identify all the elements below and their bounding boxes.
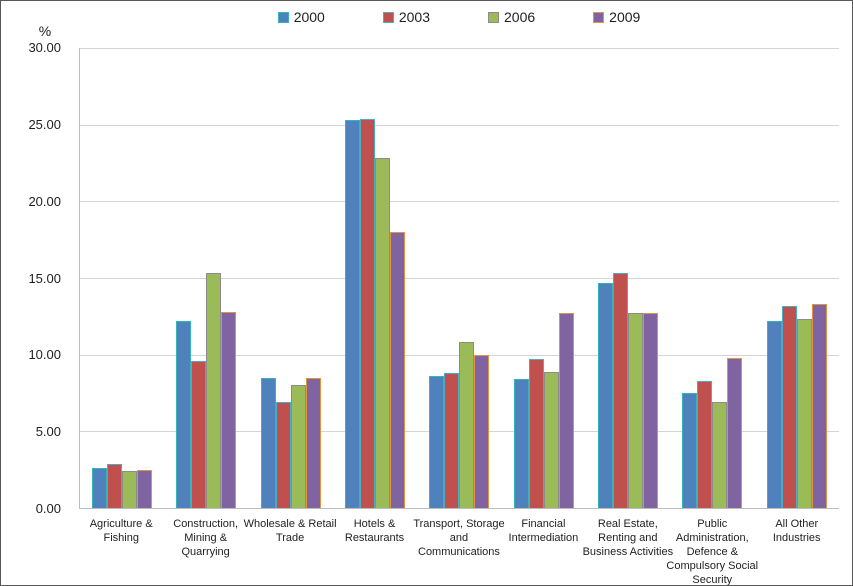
bar-group-all-other-industries [755, 48, 839, 508]
bar-2009-all-other-industries [811, 304, 827, 508]
x-axis-category-labels: Agriculture & Fishing Construction, Minin… [79, 517, 839, 585]
y-axis-unit-label: % [38, 23, 52, 39]
bar-2000-real-estate-renting-and-business-activities [598, 282, 614, 508]
bar-2003-transport-storage-and-communications [444, 373, 460, 508]
bar-2000-wholesale-retail-trade [260, 377, 276, 508]
y-tick-label-20.00: 20.00 [28, 193, 61, 209]
y-tick-label-0.00: 0.00 [35, 501, 61, 516]
bar-2006-real-estate-renting-and-business-activities [628, 313, 644, 508]
x-label-text-all-other-industries: All Other Industries [772, 518, 821, 545]
legend-item-2006: 2006 [488, 9, 535, 25]
bar-2009-construction-mining-quarrying [221, 311, 237, 508]
bar-2009-wholesale-retail-trade [305, 377, 321, 508]
x-label-text-transport-storage-and-communications: Transport, Storage and Communications [413, 518, 505, 559]
bar-2003-agriculture-fishing [107, 463, 123, 508]
y-axis-tick-labels: 0.00 5.00 10.00 15.00 20.00 25.00 30.00 [1, 41, 69, 516]
bar-2003-wholesale-retail-trade [275, 402, 291, 508]
bar-2000-construction-mining-quarrying [176, 320, 192, 508]
gridline-30 [80, 48, 839, 49]
legend: 2000 2003 2006 2009 [79, 9, 839, 25]
bar-2006-hotels-restaurants [375, 158, 391, 508]
x-label-text-construction-mining-quarrying: Construction, Mining & Quarrying [173, 518, 239, 559]
x-label-construction-mining-quarrying: Construction, Mining & Quarrying [163, 517, 247, 585]
bar-group-agriculture-fishing [80, 48, 164, 508]
x-label-text-wholesale-retail-trade: Wholesale & Retail Trade [243, 518, 337, 545]
y-tick-label-30.00: 30.00 [28, 40, 61, 55]
x-label-public-administration-defence-compulsory-social-security: Public Administration, Defence & Compuls… [666, 517, 758, 585]
bar-2009-real-estate-renting-and-business-activities [643, 313, 659, 508]
y-tick-label-25.00: 25.00 [28, 116, 61, 132]
x-label-text-real-estate-renting-and-business-activities: Real Estate, Renting and Business Activi… [582, 518, 674, 559]
x-label-text-financial-intermediation: Financial Intermediation [508, 518, 579, 545]
bar-2000-all-other-industries [766, 320, 782, 508]
bar-2003-public-administration-defence-compulsory-social-security [697, 380, 713, 508]
bar-2009-financial-intermediation [558, 313, 574, 508]
legend-swatch-2006 [488, 11, 499, 23]
bar-group-construction-mining-quarrying [164, 48, 248, 508]
bar-2003-financial-intermediation [528, 359, 544, 508]
legend-item-2000: 2000 [277, 9, 325, 25]
legend-label-2000: 2000 [293, 9, 325, 25]
bar-2003-all-other-industries [781, 305, 797, 508]
bar-group-financial-intermediation [502, 48, 586, 508]
plot-area [79, 48, 839, 509]
bar-2009-public-administration-defence-compulsory-social-security [727, 357, 743, 508]
legend-item-2009: 2009 [593, 9, 640, 25]
bar-2003-construction-mining-quarrying [191, 360, 207, 508]
bar-2006-wholesale-retail-trade [290, 385, 306, 508]
x-label-text-public-administration-defence-compulsory-social-security: Public Administration, Defence & Compuls… [666, 518, 759, 586]
bar-groups [80, 48, 839, 508]
bar-2006-construction-mining-quarrying [206, 273, 222, 508]
x-label-wholesale-retail-trade: Wholesale & Retail Trade [244, 517, 337, 585]
bar-2000-agriculture-fishing [92, 468, 108, 508]
x-label-transport-storage-and-communications: Transport, Storage and Communications [413, 517, 504, 585]
bar-2003-hotels-restaurants [360, 118, 376, 508]
bar-2009-transport-storage-and-communications [474, 354, 490, 508]
bar-group-real-estate-renting-and-business-activities [586, 48, 670, 508]
x-label-hotels-restaurants: Hotels & Restaurants [332, 517, 416, 585]
bar-2006-financial-intermediation [543, 371, 559, 508]
bar-2000-public-administration-defence-compulsory-social-security [682, 393, 698, 508]
bar-2000-hotels-restaurants [345, 120, 361, 508]
bar-group-wholesale-retail-trade [249, 48, 333, 508]
legend-label-2006: 2006 [504, 9, 536, 25]
x-label-financial-intermediation: Financial Intermediation [501, 517, 585, 585]
legend-swatch-2003 [382, 11, 394, 23]
x-label-all-other-industries: All Other Industries [755, 517, 839, 585]
bar-2009-hotels-restaurants [390, 232, 406, 508]
y-tick-label-5.00: 5.00 [35, 424, 61, 440]
legend-swatch-2009 [593, 11, 605, 23]
x-label-agriculture-fishing: Agriculture & Fishing [79, 517, 163, 585]
bar-2009-agriculture-fishing [137, 469, 153, 508]
bar-2006-public-administration-defence-compulsory-social-security [712, 402, 728, 508]
legend-label-2003: 2003 [398, 9, 430, 25]
bar-group-hotels-restaurants [333, 48, 417, 508]
gridline-25 [80, 124, 839, 126]
x-label-text-agriculture-fishing: Agriculture & Fishing [89, 518, 153, 545]
gridline-20 [80, 201, 839, 203]
bar-group-transport-storage-and-communications [417, 48, 501, 508]
gridline-15 [80, 278, 839, 279]
legend-item-2003: 2003 [382, 9, 430, 25]
x-label-real-estate-renting-and-business-activities: Real Estate, Renting and Business Activi… [583, 517, 673, 585]
bar-2000-transport-storage-and-communications [429, 376, 445, 508]
bar-2000-financial-intermediation [513, 379, 529, 508]
y-tick-label-10.00: 10.00 [28, 347, 61, 363]
bar-group-public-administration-defence-compulsory-social-security [670, 48, 754, 508]
y-tick-label-15.00: 15.00 [28, 270, 61, 286]
bar-2003-real-estate-renting-and-business-activities [613, 273, 629, 508]
bar-2006-agriculture-fishing [122, 471, 138, 508]
legend-label-2009: 2009 [609, 9, 641, 25]
bar-2006-all-other-industries [796, 319, 812, 508]
bar-2006-transport-storage-and-communications [459, 342, 475, 508]
legend-swatch-2000 [277, 11, 289, 23]
x-label-text-hotels-restaurants: Hotels & Restaurants [344, 518, 405, 545]
